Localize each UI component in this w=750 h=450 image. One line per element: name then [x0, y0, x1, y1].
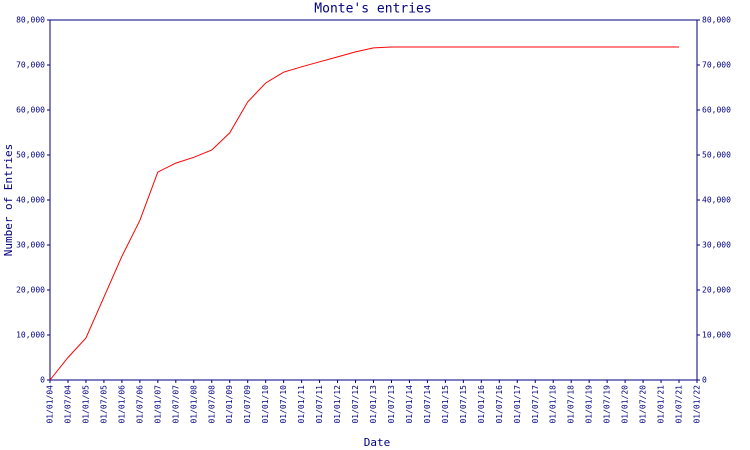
- y2-tick-label: 10,000: [702, 331, 731, 340]
- x-tick-label: 01/07/04: [63, 385, 72, 424]
- x-tick-label: 01/07/19: [603, 385, 612, 424]
- x-tick-label: 01/07/08: [207, 385, 216, 424]
- x-tick-label: 01/01/13: [369, 385, 378, 424]
- x-tick-label: 01/07/10: [279, 385, 288, 424]
- x-tick-label: 01/01/09: [225, 385, 234, 424]
- x-tick-label: 01/07/20: [639, 385, 648, 424]
- x-tick-label: 01/01/10: [261, 385, 270, 424]
- x-tick-label: 01/07/05: [99, 385, 108, 424]
- x-tick-label: 01/07/12: [351, 385, 360, 424]
- x-tick-label: 01/01/06: [117, 385, 126, 424]
- y-axis-label: Number of Entries: [2, 144, 15, 257]
- y2-tick-label: 0: [702, 376, 707, 385]
- x-tick-label: 01/07/21: [675, 385, 684, 424]
- x-tick-label: 01/07/17: [531, 385, 540, 424]
- x-tick-label: 01/01/16: [477, 385, 486, 424]
- x-axis-label: Date: [364, 436, 391, 449]
- x-tick-label: 01/01/20: [621, 385, 630, 424]
- data-line: [49, 46, 679, 381]
- x-tick-label: 01/07/11: [315, 385, 324, 424]
- y2-tick-label: 70,000: [702, 61, 731, 70]
- y2-tick-label: 20,000: [702, 286, 731, 295]
- x-tick-label: 01/01/05: [81, 385, 90, 424]
- y-tick-label: 0: [40, 376, 45, 385]
- x-tick-label: 01/01/08: [189, 385, 198, 424]
- x-tick-label: 01/07/16: [495, 385, 504, 424]
- x-tick-label: 01/01/11: [297, 385, 306, 424]
- y2-tick-label: 80,000: [702, 16, 731, 25]
- x-tick-label: 01/01/18: [549, 385, 558, 424]
- x-tick-label: 01/07/13: [387, 385, 396, 424]
- x-tick-label: 01/01/22: [693, 385, 702, 424]
- y-tick-label: 50,000: [16, 151, 45, 160]
- x-tick-label: 01/07/09: [243, 385, 252, 424]
- y-tick-label: 40,000: [16, 196, 45, 205]
- y-tick-label: 20,000: [16, 286, 45, 295]
- x-tick-label: 01/01/04: [46, 385, 55, 424]
- y-tick-label: 10,000: [16, 331, 45, 340]
- x-tick-label: 01/01/15: [441, 385, 450, 424]
- x-tick-label: 01/07/07: [171, 385, 180, 424]
- x-tick-label: 01/07/15: [459, 385, 468, 424]
- y-tick-label: 70,000: [16, 61, 45, 70]
- y-tick-label: 60,000: [16, 106, 45, 115]
- x-tick-label: 01/01/12: [333, 385, 342, 424]
- x-tick-label: 01/01/21: [657, 385, 666, 424]
- x-tick-label: 01/07/14: [423, 385, 432, 424]
- x-tick-label: 01/07/06: [135, 385, 144, 424]
- x-tick-label: 01/01/07: [153, 385, 162, 424]
- y2-tick-label: 30,000: [702, 241, 731, 250]
- x-tick-label: 01/01/14: [405, 385, 414, 424]
- x-tick-label: 01/07/18: [567, 385, 576, 424]
- chart-title: Monte's entries: [314, 2, 431, 17]
- y-tick-label: 80,000: [16, 16, 45, 25]
- x-tick-label: 01/01/17: [513, 385, 522, 424]
- y-tick-label: 30,000: [16, 241, 45, 250]
- x-tick-label: 01/01/19: [585, 385, 594, 424]
- y2-tick-label: 40,000: [702, 196, 731, 205]
- y2-tick-label: 50,000: [702, 151, 731, 160]
- y2-tick-label: 60,000: [702, 106, 731, 115]
